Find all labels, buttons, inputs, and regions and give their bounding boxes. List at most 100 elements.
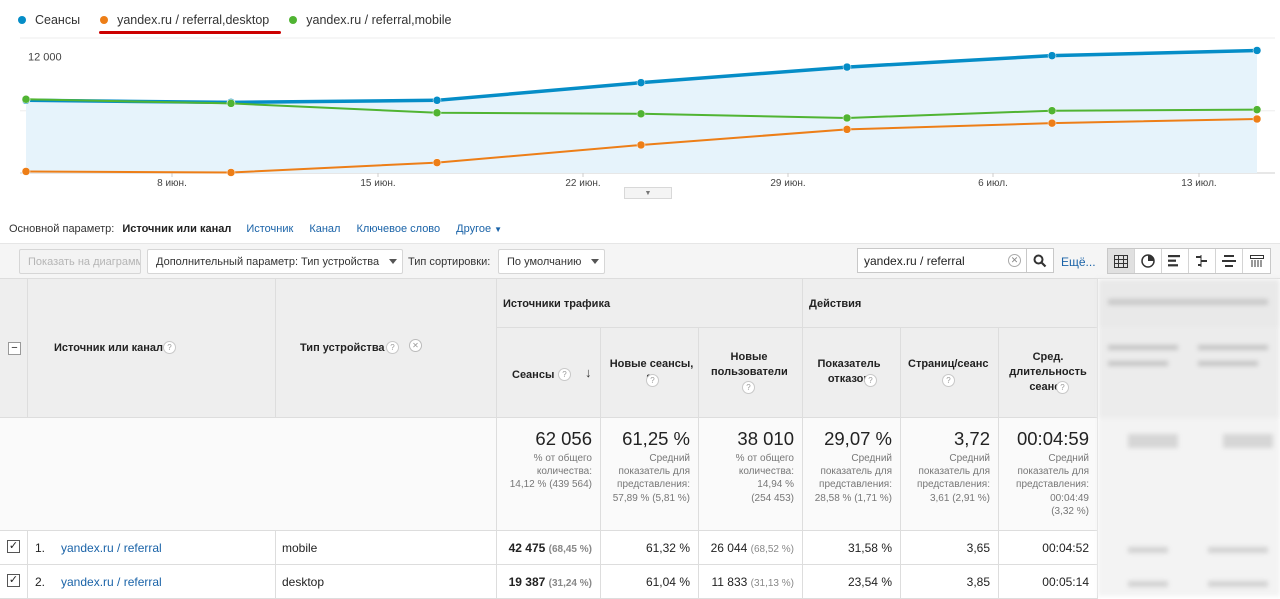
pivot-icon xyxy=(1249,255,1264,267)
obscured-text-bar xyxy=(1108,345,1178,350)
note-line: Средний xyxy=(1048,453,1089,464)
legend-item-desktop[interactable]: yandex.ru / referral,desktop xyxy=(100,13,269,27)
comparison-icon xyxy=(1196,255,1207,267)
row-source-link[interactable]: yandex.ru / referral xyxy=(61,575,162,589)
row-2-sessions: 19 387 (31,24 %) xyxy=(497,565,601,599)
obscured-text-bar xyxy=(1208,581,1268,587)
row-1-bounce: 31,58 % xyxy=(803,531,901,565)
remove-secondary-dimension-icon[interactable]: ✕ xyxy=(409,339,422,352)
note-line: показатель для xyxy=(820,466,892,478)
legend-item-sessions[interactable]: Сеансы xyxy=(18,13,80,27)
note-line: 28,58 % (1,71 %) xyxy=(814,492,892,504)
x-tick-label: 8 июн. xyxy=(157,178,187,189)
x-tick-label: 6 июл. xyxy=(978,178,1008,189)
help-icon[interactable]: ? xyxy=(742,381,755,394)
header-bounce-rate-label: Показатель отказов xyxy=(817,358,881,385)
legend-dot-mobile xyxy=(289,16,298,24)
note-line: Средний xyxy=(851,453,892,464)
row-2-bounce: 23,54 % xyxy=(803,565,901,599)
dimension-other[interactable]: Другое ▼ xyxy=(456,223,502,235)
total-bounce-rate-value: 29,07 % xyxy=(824,428,892,449)
desktop-point xyxy=(1252,114,1262,124)
pie-chart-icon xyxy=(1141,254,1155,268)
percentage-view-button[interactable] xyxy=(1135,249,1162,273)
row-bounce-value: 23,54 % xyxy=(847,575,892,589)
primary-dimension-label: Основной параметр: xyxy=(9,223,115,235)
row-new-users-wrap: 26 044 (68,52 %) xyxy=(711,541,794,555)
row-checkbox[interactable]: ✓ xyxy=(7,574,20,587)
note-line: количества: xyxy=(738,466,794,478)
header-new-users-label: Новые пользователи xyxy=(711,351,788,378)
desktop-point xyxy=(842,125,852,134)
data-view-button[interactable] xyxy=(1108,249,1135,273)
chart-legend: Сеансы yandex.ru / referral,desktop yand… xyxy=(18,12,471,28)
comparison-view-button[interactable] xyxy=(1189,249,1216,273)
bar-chart-icon xyxy=(1168,255,1180,267)
header-source-medium[interactable]: Источник или канал ? xyxy=(28,279,276,418)
row-device: desktop xyxy=(282,575,325,589)
obscured-text-bar xyxy=(1128,581,1168,587)
dimension-keyword[interactable]: Ключевое слово xyxy=(356,223,441,235)
help-icon[interactable]: ? xyxy=(942,374,955,387)
dimension-source[interactable]: Источник xyxy=(246,223,294,235)
performance-view-button[interactable] xyxy=(1162,249,1189,273)
help-icon[interactable]: ? xyxy=(1056,381,1069,394)
clear-search-icon[interactable]: ✕ xyxy=(1008,254,1021,267)
sessions-point xyxy=(432,96,442,105)
search-button[interactable] xyxy=(1026,248,1054,273)
row-1-sessions: 42 475 (68,45 %) xyxy=(497,531,601,565)
dimension-source-medium[interactable]: Источник или канал xyxy=(122,223,232,235)
help-icon[interactable]: ? xyxy=(163,341,176,354)
row-source-link[interactable]: yandex.ru / referral xyxy=(61,541,162,555)
header-device-type[interactable]: Тип устройства ? ✕ xyxy=(276,279,497,418)
dimension-other-label: Другое xyxy=(456,223,492,235)
header-pages-per-session[interactable]: Страниц/сеанс ? xyxy=(901,327,999,418)
header-sessions[interactable]: Сеансы ? ↓ xyxy=(497,327,601,418)
sort-type-label: Тип сортировки: xyxy=(408,256,491,268)
note-line: (3,32 %) xyxy=(1051,505,1089,517)
term-cloud-view-button[interactable] xyxy=(1216,249,1243,273)
legend-label-mobile: yandex.ru / referral,mobile xyxy=(306,13,452,27)
help-icon[interactable]: ? xyxy=(558,368,571,381)
select-all-checkbox[interactable]: − xyxy=(8,342,21,355)
y-tick-label: 12 000 xyxy=(28,51,62,63)
mobile-point xyxy=(226,99,236,108)
legend-item-mobile[interactable]: yandex.ru / referral,mobile xyxy=(289,13,451,27)
obscured-text-bar xyxy=(1223,434,1273,448)
mobile-point xyxy=(842,113,852,123)
row-1-pages: 3,65 xyxy=(901,531,999,565)
row-1-duration: 00:04:52 xyxy=(999,531,1098,565)
chart-collapse-handle[interactable]: ▼ xyxy=(624,187,672,199)
sort-type-dropdown[interactable]: По умолчанию xyxy=(498,249,605,274)
header-avg-session-duration[interactable]: Сред. длительность сеанса ? xyxy=(999,327,1098,418)
sessions-point xyxy=(842,62,852,72)
note-line: показатель для xyxy=(918,466,990,478)
grid-icon xyxy=(1114,254,1128,268)
group-actions: Действия xyxy=(803,279,1098,327)
row-sessions-wrap: 19 387 (31,24 %) xyxy=(509,575,592,589)
data-table: − Источник или канал ? Тип устройства ? … xyxy=(0,279,1280,599)
chevron-down-icon xyxy=(591,259,600,264)
mobile-point xyxy=(636,109,646,119)
total-pages-note: Средний показатель для представления: 3,… xyxy=(917,452,990,505)
header-bounce-rate[interactable]: Показатель отказов ? xyxy=(803,327,901,418)
dimension-medium[interactable]: Канал xyxy=(309,223,341,235)
x-tick-label: 15 июн. xyxy=(360,178,395,189)
table-search-input[interactable]: yandex.ru / referral xyxy=(857,248,1027,273)
help-icon[interactable]: ? xyxy=(386,341,399,354)
row-checkbox[interactable]: ✓ xyxy=(7,540,20,553)
row-new-users-pct: (68,52 %) xyxy=(750,544,794,555)
help-icon[interactable]: ? xyxy=(864,374,877,387)
help-icon[interactable]: ? xyxy=(646,374,659,387)
secondary-dimension-dropdown[interactable]: Дополнительный параметр: Тип устройства xyxy=(147,249,403,274)
header-new-users[interactable]: Новые пользователи ? xyxy=(699,327,803,418)
search-icon xyxy=(1033,254,1047,267)
header-new-sessions[interactable]: Новые сеансы, % ? xyxy=(601,327,699,418)
pivot-view-button[interactable] xyxy=(1243,249,1270,273)
advanced-filter-link[interactable]: Ещё... xyxy=(1061,255,1096,269)
plot-rows-button[interactable]: Показать на диаграмме xyxy=(19,249,141,274)
row-new-users-value: 26 044 xyxy=(710,541,748,555)
total-duration-note: Средний показатель для представления: 00… xyxy=(1016,452,1089,518)
sort-descending-icon[interactable]: ↓ xyxy=(585,365,592,380)
